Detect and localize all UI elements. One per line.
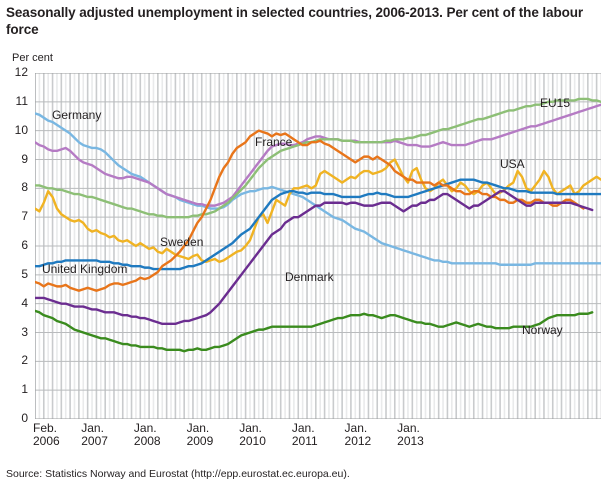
series-label-usa: USA (500, 157, 525, 171)
y-axis-tick: 4 (21, 295, 28, 310)
x-axis-tick-month: Jan. (291, 421, 315, 435)
x-axis-tick: Feb. 2006 (33, 422, 77, 448)
y-axis-tick: 12 (14, 65, 28, 79)
line-chart-svg (35, 73, 601, 419)
series-line-united-kingdom (35, 178, 601, 271)
x-axis-tick-month: Jan. (239, 421, 262, 435)
x-axis-tick-year: 2010 (239, 434, 266, 448)
y-axis-caption: Per cent (12, 52, 53, 64)
series-label-united-kingdom: United Kingdom (42, 262, 128, 276)
series-label-france: France (255, 135, 293, 149)
x-axis-tick-year: 2012 (344, 434, 372, 448)
y-axis-tick: 10 (14, 122, 28, 137)
x-axis-tick-month: Jan. (81, 421, 104, 435)
x-axis-tick-month: Jan. (186, 421, 210, 435)
y-axis-tick: 9 (21, 151, 28, 166)
series-label-germany: Germany (52, 108, 102, 122)
y-axis-tick: 1 (21, 382, 28, 397)
y-axis-tick: 5 (21, 266, 28, 281)
series-line-france (35, 103, 601, 207)
series-line-norway (35, 309, 594, 353)
y-axis-tick: 8 (21, 180, 28, 195)
x-axis-tick-month: Feb. (33, 421, 58, 435)
source-note: Source: Statistics Norway and Eurostat (… (6, 468, 350, 480)
x-axis-tick-year: 2006 (33, 434, 60, 448)
x-axis-tick-year: 2013 (397, 434, 424, 448)
x-axis-tick: Jan. 2007 (81, 422, 125, 448)
x-axis-tick: Jan. 2012 (345, 422, 389, 448)
series-line-germany (35, 112, 601, 266)
x-axis-tick-year: 2008 (133, 434, 161, 448)
x-axis-tick-year: 2007 (81, 434, 108, 448)
x-axis-tick-year: 2009 (186, 434, 214, 448)
series-label-sweden: Sweden (160, 235, 204, 249)
x-axis-tick-month: Jan. (397, 421, 420, 435)
series-label-denmark: Denmark (285, 270, 334, 284)
series-label-norway: Norway (522, 323, 563, 337)
series-label-eu15: EU15 (540, 96, 571, 110)
page-title: Seasonally adjusted unemployment in sele… (6, 5, 584, 37)
series-line-eu15 (35, 97, 601, 219)
x-axis-tick-month: Jan. (133, 421, 157, 435)
y-axis-tick: 0 (21, 411, 28, 425)
y-axis-tick: 2 (21, 353, 28, 368)
series-line-denmark (35, 190, 594, 326)
series-line-sweden (35, 158, 601, 264)
y-axis-tick: 7 (21, 209, 28, 224)
x-axis-tick: Jan. 2011 (292, 422, 336, 448)
y-axis-tick: 6 (21, 238, 28, 252)
x-axis-tick: Jan. 2010 (239, 422, 283, 448)
x-axis-tick: Jan. 2013 (397, 422, 441, 448)
x-axis-tick-year: 2011 (291, 434, 318, 448)
x-axis-tick: Jan. 2009 (187, 422, 231, 448)
plot-area (35, 73, 601, 419)
y-axis-tick: 3 (21, 324, 28, 339)
x-axis-tick: Jan. 2008 (134, 422, 178, 448)
y-axis-tick: 11 (15, 93, 28, 108)
x-axis-tick-month: Jan. (344, 421, 368, 435)
